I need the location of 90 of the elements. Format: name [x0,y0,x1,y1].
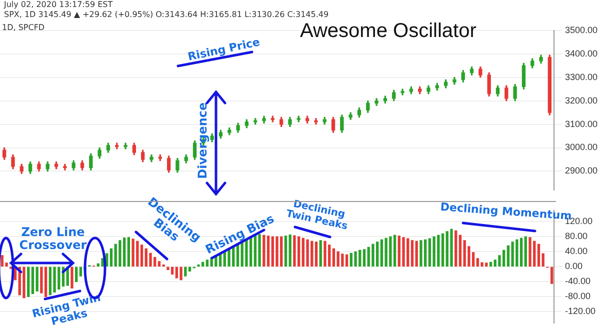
bar [284,236,288,267]
bar [432,236,436,267]
bar [288,234,292,267]
bar [306,239,309,267]
bar [506,245,510,267]
bar [402,237,405,267]
bar [140,244,144,267]
bar [132,238,134,267]
bar [454,230,458,267]
y-tick-label: 3100.00 [565,118,598,129]
bar [372,244,374,267]
y-tick-label: 80.00 [565,231,588,242]
bar [184,266,187,276]
bar [528,237,532,267]
bar [410,240,414,267]
bar [197,264,200,267]
bar [384,238,388,267]
text: July 02, 2020 13:17:59 EST [4,0,114,10]
bar [524,236,527,267]
bar [166,266,170,270]
y-tick-label: 3300.00 [565,72,598,82]
bar [489,262,492,267]
bar [424,239,427,267]
bar [31,266,34,294]
bar [266,236,270,267]
y-tick-label: -80.00 [565,291,591,302]
bar [44,266,48,298]
bar [324,240,326,267]
bar [380,239,384,267]
bar [420,240,422,267]
bar [319,240,322,267]
chart-title: Awesome Oscillator [300,20,476,43]
bar [441,233,444,267]
bar [345,254,348,267]
bar [262,234,266,267]
text: SPX, 1D 3145.49 ▲ +29.62 (+0.95%) O:3143.64 H:3165.81 L:3130.26 C:3145.49 [4,10,330,20]
bar [27,266,30,298]
bar [276,236,278,267]
bar [70,266,74,288]
bar [170,266,174,275]
bar [362,249,366,267]
bar [293,235,296,267]
y-tick-label: 3000.00 [565,142,598,152]
y-tick-label: 2900.00 [565,166,598,176]
bar [332,248,336,267]
y-tick-label: 0.00 [565,261,583,272]
bar [158,261,161,267]
bar [122,237,126,267]
bar [36,266,38,292]
bar [520,238,523,267]
annotation: 1D, SPCFD [2,23,46,33]
y-tick-label: 40.00 [565,246,588,256]
bar [40,266,43,294]
bar [542,253,544,267]
bar [450,228,453,267]
bar [149,252,152,267]
bar [188,266,192,272]
bar [297,236,300,267]
annotation: Zero Line Crossover [18,225,88,252]
y-tick-label: 3200.00 [565,95,598,106]
y-tick-label: -120.00 [565,306,596,316]
bar [75,266,78,282]
bar [127,237,130,267]
bar [537,244,540,267]
bar [79,266,82,276]
bar [393,234,396,267]
bar [458,234,462,267]
bar [354,251,357,267]
bar [258,234,261,267]
annotation: Divergence [195,101,210,181]
y-tick-label: 3500.00 [565,24,598,35]
bar [0,255,4,267]
bar [314,242,318,267]
bar [180,266,182,280]
bar [480,262,484,267]
bar [118,240,122,267]
bar [254,234,257,267]
bar [22,266,26,298]
y-tick-label: -40.00 [565,276,591,286]
bar [415,240,418,267]
annotation: Rising Price [186,34,262,66]
bar [245,238,248,267]
bar [428,238,432,267]
bar [110,248,113,267]
bar [550,266,554,284]
bar [206,260,209,267]
bar [53,266,56,293]
bar [162,264,165,267]
y-tick-label: 3400.00 [565,48,598,58]
bar [302,238,305,267]
